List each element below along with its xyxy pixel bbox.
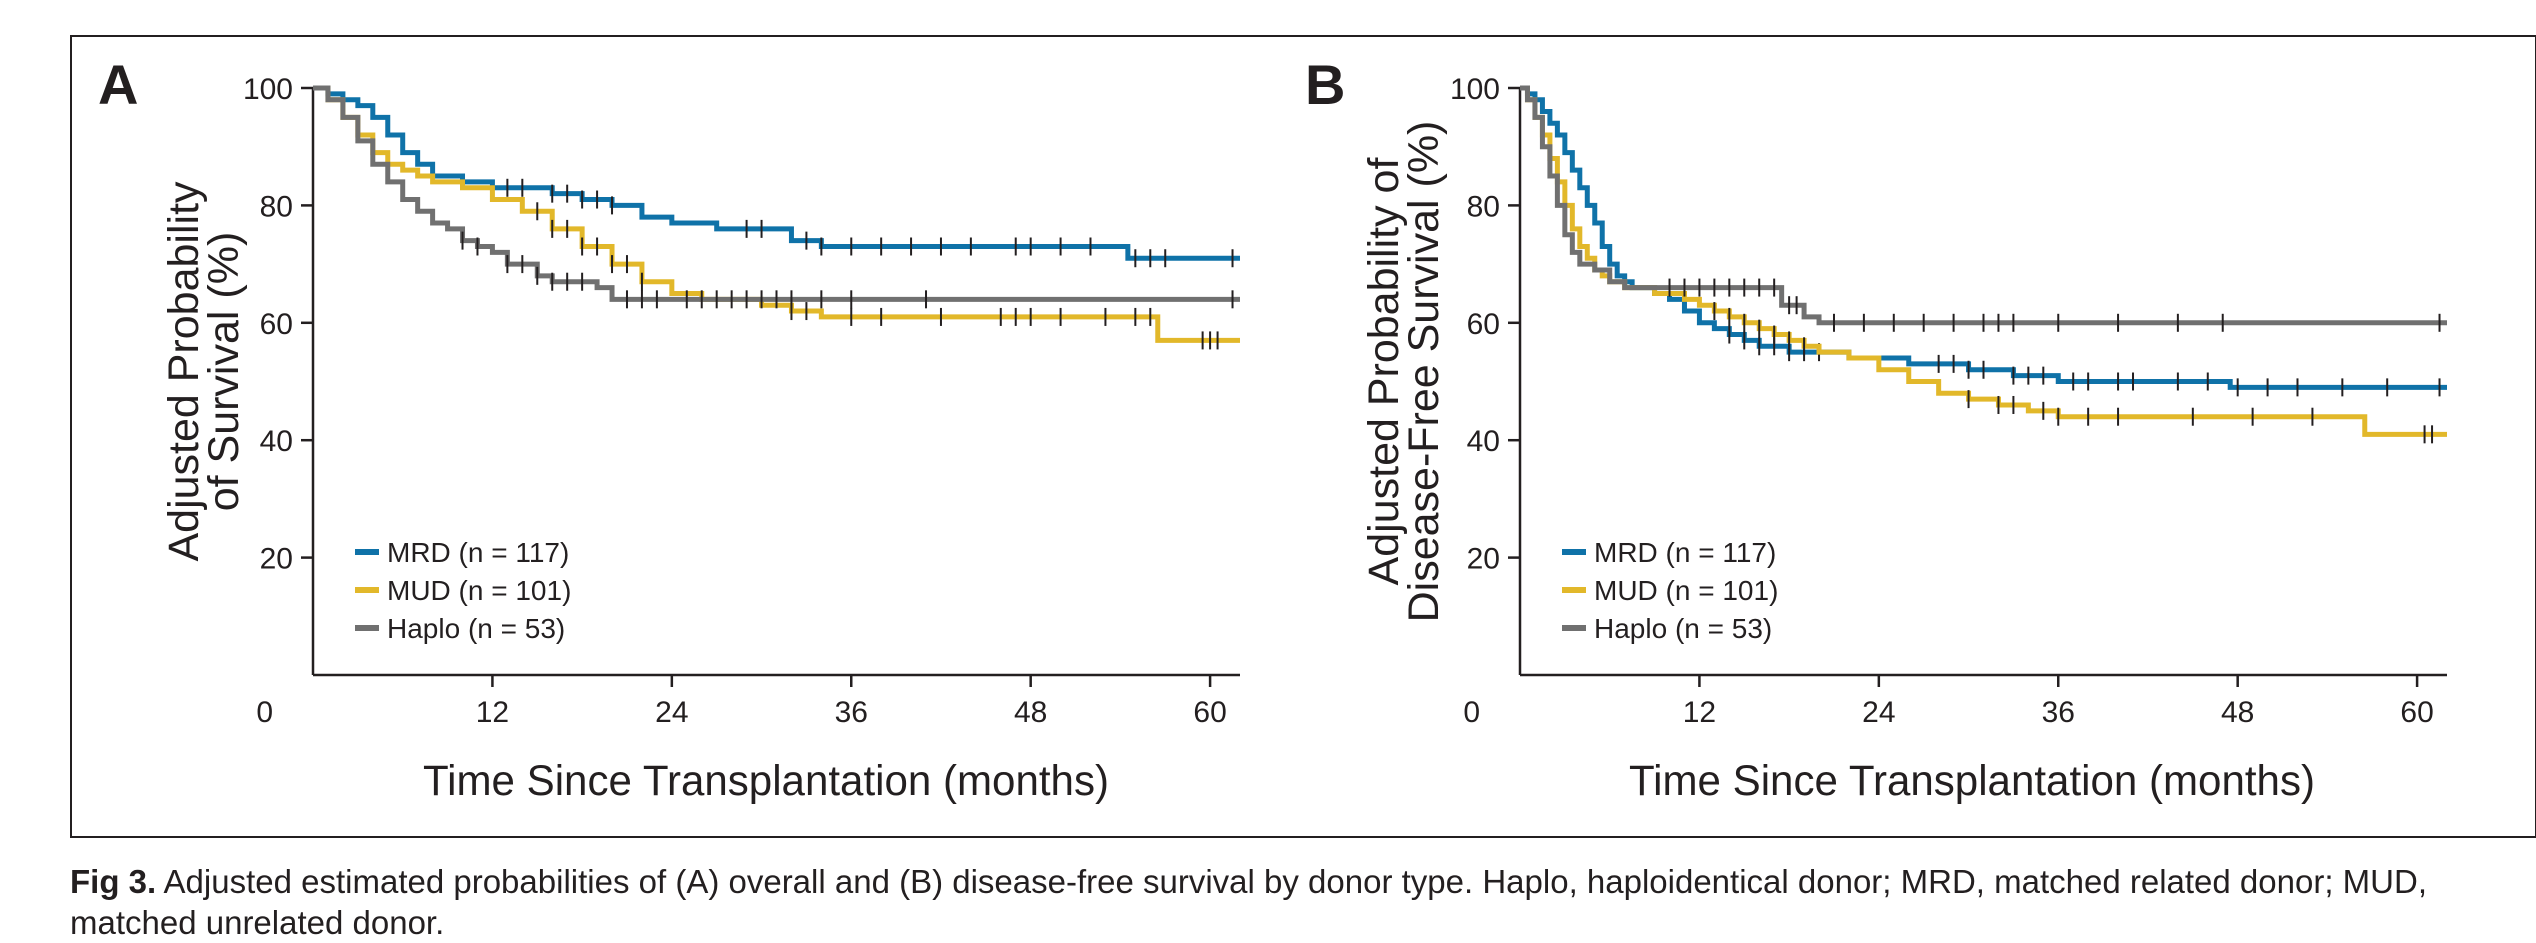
series-line-haplo [1520, 85, 2447, 326]
x-tick-label: 24 [1862, 696, 1895, 729]
x-tick-label: 60 [2400, 696, 2433, 729]
y-tick-label: 40 [1467, 425, 1500, 458]
y-tick-label: 60 [1467, 308, 1500, 341]
x-tick-label: 12 [476, 696, 509, 729]
y-tick-label: 40 [260, 425, 293, 458]
legend-label-mrd: MRD (n = 117) [387, 537, 569, 568]
origin-label: 0 [1463, 696, 1480, 729]
y-tick-label: 80 [260, 190, 293, 223]
series-line-mrd [1520, 85, 2447, 390]
x-tick-label: 48 [1014, 696, 1047, 729]
y-tick-label: 20 [1467, 543, 1500, 576]
series-line-mrd [313, 85, 1240, 261]
x-tick-label: 36 [835, 696, 868, 729]
legend-label-mud: MUD (n = 101) [387, 575, 571, 606]
panel-label-b: B [1305, 53, 1345, 116]
panel-a-chart: 20 40 60 80 100 12 24 36 48 60 0 Time Since Transpl… [160, 73, 1240, 805]
series-line-haplo [313, 85, 1240, 302]
figure-caption: Fig 3. Adjusted estimated probabilities … [70, 861, 2510, 943]
x-axis-title: Time Since Transplantation (months) [423, 757, 1109, 805]
y-axis-title: Adjusted Probability [160, 181, 208, 562]
caption-text: Adjusted estimated probabilities of (A) … [70, 863, 2427, 941]
survival-charts: A B 20 40 60 80 100 12 24 36 48 60 0 Time Since Tra… [98, 53, 2447, 805]
y-axis-title: of Survival (%) [200, 232, 248, 512]
y-axis-title: Disease-Free Survival (%) [1400, 121, 1448, 623]
y-tick-label: 80 [1467, 190, 1500, 223]
legend-label-mud: MUD (n = 101) [1594, 575, 1778, 606]
legend-label-mrd: MRD (n = 117) [1594, 537, 1776, 568]
legend-label-haplo: Haplo (n = 53) [387, 613, 565, 644]
x-tick-label: 60 [1193, 696, 1226, 729]
caption-label: Fig 3. [70, 863, 157, 900]
y-tick-label: 20 [260, 543, 293, 576]
y-tick-label: 100 [243, 73, 293, 106]
x-tick-label: 24 [655, 696, 688, 729]
y-tick-label: 100 [1450, 73, 1500, 106]
origin-label: 0 [256, 696, 273, 729]
x-tick-label: 36 [2042, 696, 2075, 729]
panel-b-chart: 20 40 60 80 100 12 24 36 48 60 0 Time Since Transpl… [1360, 73, 2447, 805]
series-line-mud [1520, 85, 2447, 437]
y-tick-label: 60 [260, 308, 293, 341]
y-axis-title: Adjusted Probability of [1360, 157, 1408, 586]
x-tick-label: 12 [1683, 696, 1716, 729]
x-axis-title: Time Since Transplantation (months) [1629, 757, 2315, 805]
legend-label-haplo: Haplo (n = 53) [1594, 613, 1772, 644]
x-tick-label: 48 [2221, 696, 2254, 729]
panel-label-a: A [98, 53, 138, 116]
